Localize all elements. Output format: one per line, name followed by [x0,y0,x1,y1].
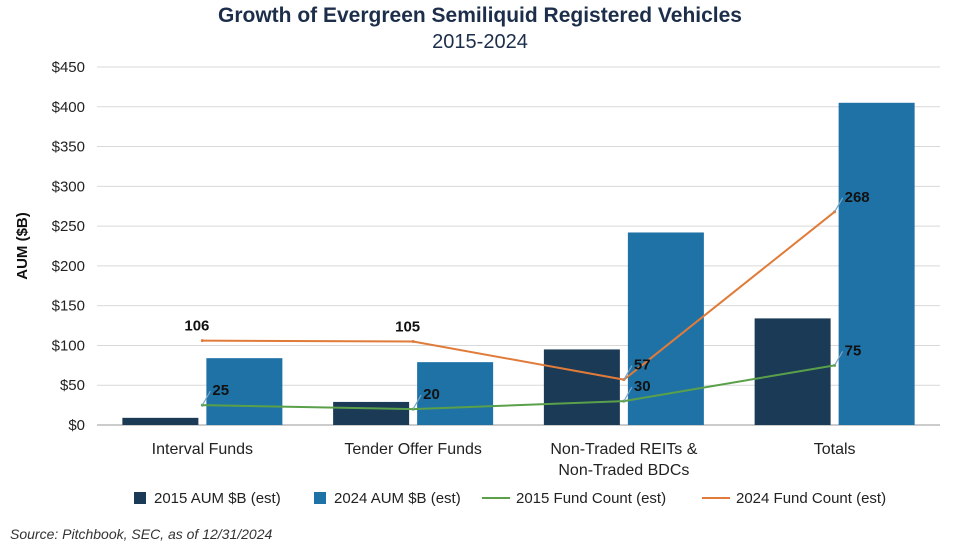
legend-swatch [134,492,146,504]
bar-2024 [206,358,283,425]
y-tick-label: $400 [52,99,85,116]
label-leader [834,197,844,213]
label-leader [201,390,211,406]
data-label: 30 [634,378,651,395]
y-axis-label: AUM ($B) [14,212,31,280]
y-tick-label: $100 [52,337,85,354]
x-tick-label: Non-Traded REITs & Non-Traded BDCs [550,441,697,479]
y-tick-label: $50 [60,377,85,394]
data-label: 268 [845,189,870,206]
bar-2015 [333,401,410,425]
y-tick-label: $0 [68,417,85,434]
y-tick-label: $450 [52,59,85,76]
y-tick-label: $150 [52,298,85,315]
series-line-2015-count [202,364,835,411]
y-tick-label: $200 [52,258,85,275]
legend-swatch [314,492,326,504]
series-line-2024-count [202,211,836,381]
data-label: 106 [184,318,209,335]
source-note: Source: Pitchbook, SEC, as of 12/31/2024 [10,526,272,542]
data-label: 57 [634,357,651,374]
legend-label: 2024 Fund Count (est) [736,490,886,507]
y-tick-label: $350 [52,139,85,156]
data-label: 20 [423,386,440,403]
legend-label: 2015 Fund Count (est) [516,490,666,507]
label-leader [623,386,633,402]
data-label: 75 [845,342,862,359]
data-label: 105 [395,318,420,335]
chart-title: Growth of Evergreen Semiliquid Registere… [218,4,742,27]
y-tick-label: $300 [52,178,85,195]
label-leader [623,365,633,380]
label-leader [834,351,844,366]
bar-2024 [417,362,494,425]
y-tick-label: $250 [52,218,85,235]
x-tick-label: Interval Funds [152,441,253,458]
legend-label: 2015 AUM $B (est) [154,490,281,507]
x-tick-label: Tender Offer Funds [344,441,482,458]
bar-2015 [122,417,199,425]
legend-label: 2024 AUM $B (est) [334,490,461,507]
label-leader [412,394,422,410]
line-point [411,339,415,343]
line-point [200,339,204,343]
bar-2024 [838,102,915,426]
chart-subtitle: 2015-2024 [432,31,528,53]
data-label: 25 [212,382,229,399]
x-tick-label: Totals [814,441,856,458]
bar-2015 [543,349,620,425]
bar-2024 [627,232,704,425]
